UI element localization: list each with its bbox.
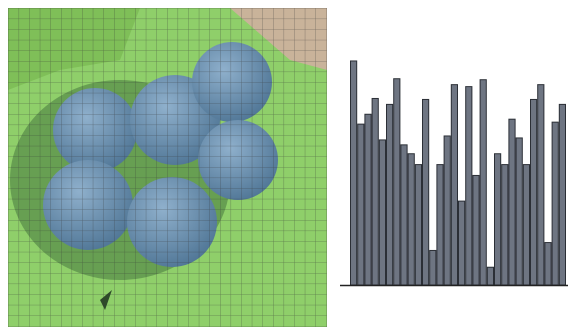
bar (494, 153, 502, 286)
bar (486, 266, 494, 286)
bar (458, 200, 466, 286)
bar (501, 164, 509, 286)
bar (350, 60, 358, 286)
bar-chart (340, 60, 568, 287)
bar (357, 123, 365, 286)
bar (472, 174, 480, 286)
bar (465, 86, 473, 286)
bar (407, 153, 415, 286)
photo (8, 8, 327, 327)
bar (443, 135, 451, 286)
bar (364, 113, 372, 286)
bar (479, 79, 487, 286)
bar (386, 103, 394, 286)
bar (537, 84, 545, 286)
bar (558, 103, 566, 286)
bar (515, 137, 523, 286)
bar (414, 164, 422, 286)
bar (393, 78, 401, 286)
bar (400, 144, 408, 286)
bar (371, 97, 379, 286)
bar (551, 121, 559, 286)
bar (436, 164, 444, 286)
bar (378, 139, 386, 286)
bar (422, 98, 430, 286)
grid-overlay (8, 8, 327, 327)
bar (522, 164, 530, 286)
bar (508, 118, 516, 286)
bar (450, 84, 458, 286)
bar (429, 249, 437, 286)
bar (544, 242, 552, 286)
bar (530, 98, 538, 286)
